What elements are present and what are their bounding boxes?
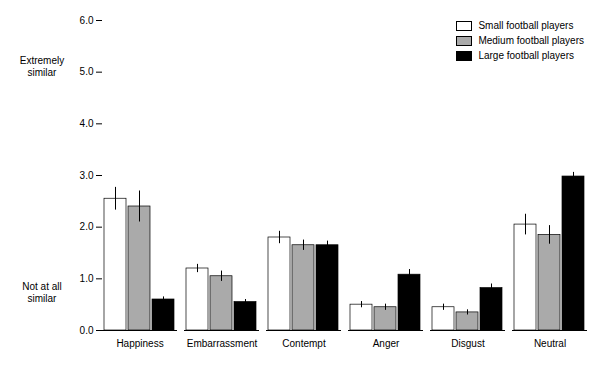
html-text:Large football players: Large football players bbox=[478, 50, 574, 61]
svg-text:5.0: 5.0 bbox=[80, 66, 94, 77]
svg-text:Neutral: Neutral bbox=[534, 338, 566, 349]
svg-text:Contempt: Contempt bbox=[282, 338, 326, 349]
svg-text:2.0: 2.0 bbox=[80, 221, 94, 232]
svg-text:Embarrassment: Embarrassment bbox=[187, 338, 258, 349]
svg-text:1.0: 1.0 bbox=[80, 273, 94, 284]
html-text:Extremely similar: Extremely similar bbox=[19, 54, 65, 78]
svg-text:4.0: 4.0 bbox=[80, 118, 94, 129]
svg-text:0.0: 0.0 bbox=[80, 325, 94, 336]
html-text:Not at all similar: Not at all similar bbox=[22, 280, 62, 304]
svg-text:3.0: 3.0 bbox=[80, 170, 94, 181]
svg-text:Disgust: Disgust bbox=[451, 338, 485, 349]
svg-text:Happiness: Happiness bbox=[116, 338, 163, 349]
svg-text:6.0: 6.0 bbox=[80, 15, 94, 26]
html-text:Small football players: Small football players bbox=[478, 20, 574, 31]
svg-text:Anger: Anger bbox=[373, 338, 400, 349]
html-text:Medium football players: Medium football players bbox=[478, 35, 584, 46]
